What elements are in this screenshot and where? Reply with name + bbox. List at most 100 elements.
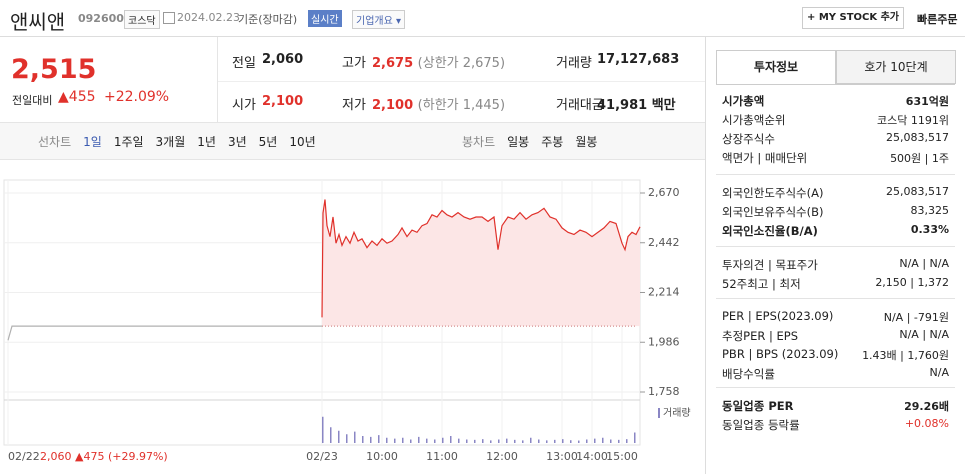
volume-bar bbox=[482, 439, 484, 443]
x-tick-label: 10:00 bbox=[366, 450, 398, 463]
info-label: 배당수익률 bbox=[722, 367, 775, 381]
side-tab[interactable]: 호가 10단계 bbox=[836, 50, 956, 84]
group-separator bbox=[716, 387, 955, 388]
volume-bar bbox=[394, 438, 396, 443]
candle-tab[interactable]: 일봉 bbox=[507, 135, 530, 149]
info-value: N/A | N/A bbox=[899, 257, 949, 270]
x-tick-label: 12:00 bbox=[486, 450, 518, 463]
price-line bbox=[321, 199, 641, 318]
period-tab[interactable]: 1주일 bbox=[113, 135, 144, 149]
panel-divider bbox=[705, 37, 706, 474]
volume-bar bbox=[634, 432, 636, 443]
volume-bar bbox=[378, 435, 380, 443]
volume-bar bbox=[386, 437, 388, 443]
info-value: 631억원 bbox=[905, 95, 949, 108]
date: 2024.02.23 bbox=[177, 11, 240, 24]
info-label: 외국인소진율(B/A) bbox=[722, 224, 818, 238]
y-tick-label: 2,442 bbox=[648, 236, 680, 249]
quick-order[interactable]: 빠른주문 bbox=[917, 13, 958, 26]
info-label: PBR | BPS (2023.09) bbox=[722, 347, 839, 361]
quote-cell: 전일 bbox=[232, 52, 256, 71]
info-label: 52주최고 | 최저 bbox=[722, 277, 801, 291]
realtime-badge[interactable]: 실시간 bbox=[308, 10, 342, 27]
volume-bar bbox=[402, 437, 404, 443]
volume-bar bbox=[434, 439, 436, 443]
quote-label: 거래량 bbox=[556, 56, 592, 71]
quote-note: (하한가 1,445) bbox=[417, 98, 506, 113]
price-line bbox=[7, 325, 322, 341]
info-value: 25,083,517 bbox=[886, 185, 949, 198]
tab-group-label: 봉차트 bbox=[462, 135, 496, 149]
stock-code: 092600 bbox=[78, 12, 124, 25]
footer-rate: (+29.97%) bbox=[107, 450, 168, 463]
quote-label: 시가 bbox=[232, 98, 256, 113]
candle-tab[interactable]: 월봉 bbox=[575, 135, 598, 149]
quote-value: 2,675 (상한가 2,675) bbox=[372, 52, 505, 71]
info-label: 동일업종 등락률 bbox=[722, 418, 800, 432]
period-tab[interactable]: 10년 bbox=[289, 135, 316, 149]
volume-bar bbox=[538, 439, 540, 443]
quote-value-text: 2,100 bbox=[372, 98, 414, 113]
y-tick-label: 1,986 bbox=[648, 335, 680, 348]
info-value: 코스닥 1191위 bbox=[877, 114, 949, 127]
info-value: 2,150 | 1,372 bbox=[875, 276, 949, 289]
x-tick-label: 02/22 bbox=[8, 450, 40, 463]
period-tab[interactable]: 1일 bbox=[83, 135, 102, 149]
volume-bar bbox=[530, 437, 532, 443]
volume-bar bbox=[578, 440, 580, 443]
period-tab[interactable]: 5년 bbox=[258, 135, 278, 149]
info-label: 추정PER | EPS bbox=[722, 329, 799, 343]
volume-bar bbox=[354, 431, 356, 443]
volume-bar bbox=[466, 439, 468, 443]
mystock-button[interactable]: + MY STOCK 추가 bbox=[802, 7, 904, 29]
y-tick-label: 2,214 bbox=[648, 286, 680, 299]
volume-bar bbox=[626, 439, 628, 443]
period-tab[interactable]: 1년 bbox=[197, 135, 216, 149]
change-value: 455 bbox=[68, 89, 96, 105]
area bbox=[322, 199, 640, 327]
legend-label: 거래량 bbox=[663, 407, 691, 419]
quote-label: 거래대금 bbox=[556, 98, 604, 113]
info-label: 투자의견 | 목표주가 bbox=[722, 258, 818, 272]
company-label: 기업개요 bbox=[356, 16, 393, 27]
quote-cell: 고가 bbox=[342, 52, 366, 71]
quote-value-text: 2,675 bbox=[372, 56, 414, 71]
info-label: 액면가 | 매매단위 bbox=[722, 151, 808, 165]
quote-value: 2,100 (하한가 1,445) bbox=[372, 94, 505, 113]
y-tick-label: 2,670 bbox=[648, 186, 680, 199]
volume-bar bbox=[498, 439, 500, 443]
y-tick-label: 1,758 bbox=[648, 385, 680, 398]
side-tab[interactable]: 투자정보 bbox=[716, 50, 836, 84]
period-tab[interactable]: 3개월 bbox=[155, 135, 186, 149]
volume-bar bbox=[586, 439, 588, 443]
quote-row-line bbox=[218, 81, 705, 82]
period-tab[interactable]: 3년 bbox=[227, 135, 247, 149]
info-label: 외국인한도주식수(A) bbox=[722, 186, 824, 200]
volume-bar bbox=[546, 440, 548, 443]
volume-bar bbox=[610, 439, 612, 443]
info-label: 외국인보유주식수(B) bbox=[722, 205, 824, 219]
header-bar bbox=[0, 0, 965, 37]
volume-bar bbox=[570, 440, 572, 443]
company-button[interactable]: 기업개요 ▾ bbox=[352, 10, 406, 29]
change-rate: +22.09% bbox=[104, 89, 170, 105]
volume-bar bbox=[514, 439, 516, 443]
calendar-icon bbox=[163, 12, 175, 24]
candle-tabs: 봉차트 일봉 주봉 월봉 bbox=[462, 133, 597, 150]
volume-bar bbox=[418, 436, 420, 443]
volume-bar bbox=[362, 436, 364, 443]
quote-value-text: 17,127,683 bbox=[597, 52, 680, 67]
x-tick-label: 11:00 bbox=[426, 450, 458, 463]
quote-value-text: 2,060 bbox=[262, 52, 304, 67]
volume-bar bbox=[346, 434, 348, 443]
candle-tab[interactable]: 주봉 bbox=[541, 135, 564, 149]
volume-bar bbox=[618, 439, 620, 443]
info-value: 500원 | 1주 bbox=[890, 152, 949, 165]
info-value: N/A | -791원 bbox=[883, 311, 949, 324]
quote-label: 고가 bbox=[342, 56, 366, 71]
tab-group-label: 선차트 bbox=[38, 135, 72, 149]
line-tabs: 선차트 1일 1주일 3개월 1년 3년 5년 10년 bbox=[38, 133, 316, 150]
info-value: N/A | N/A bbox=[899, 328, 949, 341]
